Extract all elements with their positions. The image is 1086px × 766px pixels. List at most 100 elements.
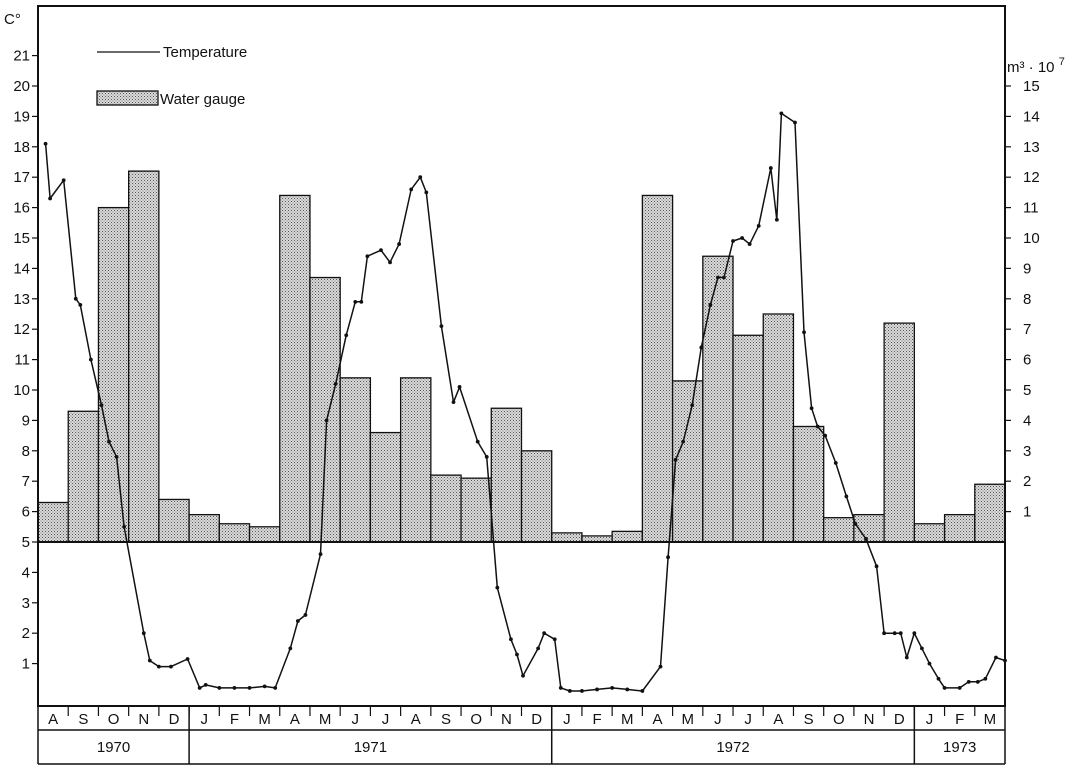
temperature-point: [536, 646, 541, 651]
water-gauge-bar: [883, 322, 915, 543]
temperature-point: [114, 454, 119, 459]
temperature-point: [107, 439, 111, 444]
temperature-point: [610, 686, 615, 690]
temperature-point: [61, 178, 66, 183]
month-label: M: [681, 711, 694, 728]
month-label: F: [592, 711, 601, 728]
left-axis-tick-label: 15: [13, 230, 30, 247]
temperature-point: [853, 521, 858, 526]
temperature-point: [542, 631, 547, 636]
temperature-point: [699, 345, 704, 350]
temperature-point: [48, 196, 52, 201]
temperature-point: [99, 403, 104, 408]
water-gauge-bar: [339, 377, 372, 543]
year-label: 1971: [354, 739, 387, 756]
left-axis-tick-label: 20: [13, 78, 30, 95]
temperature-point: [318, 552, 323, 557]
left-axis-tick-label: 18: [13, 139, 30, 156]
month-label: J: [926, 711, 934, 728]
right-axis-unit-base: m³: [1007, 59, 1025, 76]
temperature-point: [515, 652, 519, 657]
water-gauge-bar: [248, 526, 281, 543]
temperature-point: [874, 564, 879, 569]
right-axis-tick-label: 6: [1023, 352, 1031, 369]
temperature-point: [424, 190, 429, 195]
water-gauge-bar: [97, 206, 130, 543]
right-axis-tick-label: 14: [1023, 108, 1040, 125]
left-axis-tick-label: 9: [22, 412, 30, 429]
temperature-point: [892, 631, 897, 636]
temperature-point: [580, 689, 584, 693]
month-label: A: [48, 711, 58, 728]
temperature-point: [912, 631, 917, 636]
temperature-point: [295, 619, 300, 623]
temperature-point: [418, 175, 423, 180]
temperature-point: [88, 357, 93, 362]
legend: Temperature Water gauge: [96, 44, 247, 108]
temperature-point: [73, 296, 78, 301]
month-label: S: [804, 711, 814, 728]
temperature-point: [658, 664, 663, 669]
month-label: O: [470, 711, 482, 728]
right-axis-tick-label: 3: [1023, 443, 1031, 460]
temperature-point: [203, 682, 208, 687]
month-label: F: [955, 711, 964, 728]
temperature-point: [774, 217, 779, 222]
temperature-point: [388, 260, 392, 265]
right-axis-tick-label: 11: [1023, 200, 1039, 217]
water-gauge-bar: [792, 425, 825, 543]
right-axis-unit-multiplier: · 10: [1029, 59, 1055, 76]
temperature-point: [768, 166, 773, 170]
left-axis-tick-label: 13: [13, 291, 30, 308]
left-axis-tick-label: 21: [13, 48, 30, 65]
temperature-point: [552, 637, 557, 642]
left-axis-unit: C°: [4, 11, 21, 28]
water-gauge-bar: [943, 513, 976, 543]
right-axis-tick-label: 10: [1023, 230, 1040, 247]
temperature-point: [509, 637, 513, 642]
month-label: M: [258, 711, 271, 728]
water-gauge-bar: [128, 170, 160, 543]
temperature-point: [451, 400, 456, 405]
left-axis-tick-label: 6: [22, 504, 30, 521]
plot-frame: [37, 5, 1006, 707]
right-axis-tick-label: 13: [1023, 139, 1040, 156]
right-axis-unit: m³ · 10 7: [1007, 56, 1065, 76]
temperature-point: [722, 275, 726, 280]
temperature-point: [731, 239, 735, 243]
water-gauge-bar: [309, 276, 341, 543]
temperature-point: [147, 658, 152, 663]
temperature-point: [262, 684, 267, 689]
month-label: A: [411, 711, 421, 728]
month-label: O: [108, 711, 120, 728]
temperature-point: [273, 686, 278, 690]
month-label: J: [382, 711, 390, 728]
temperature-point: [484, 454, 489, 459]
temperature-point: [303, 613, 308, 617]
temperature-point: [625, 687, 630, 692]
month-label: S: [78, 711, 88, 728]
temperature-point: [595, 687, 599, 692]
left-axis-tick-label: 8: [22, 443, 30, 460]
temperature-point: [344, 333, 349, 338]
legend-temperature-label: Temperature: [163, 44, 247, 61]
temperature-point: [809, 406, 814, 411]
month-label: N: [138, 711, 149, 728]
water-gauge-bar: [460, 477, 492, 543]
water-gauge-bar: [520, 450, 553, 543]
temperature-point: [681, 439, 686, 444]
water-gauge-bar: [188, 513, 220, 543]
temperature-point: [43, 141, 48, 146]
temperature-line-layer: [43, 111, 1007, 693]
bars-layer: [37, 170, 1006, 543]
temperature-point: [823, 433, 828, 438]
temperature-point: [185, 657, 190, 661]
water-gauge-bar: [974, 483, 1006, 543]
temperature-point: [475, 439, 480, 444]
year-label: 1970: [97, 739, 130, 756]
temperature-point: [122, 524, 127, 529]
temperature-point: [756, 223, 761, 228]
water-gauge-bar: [369, 431, 402, 543]
water-gauge-bar: [158, 498, 190, 543]
year-label: 1972: [716, 739, 749, 756]
